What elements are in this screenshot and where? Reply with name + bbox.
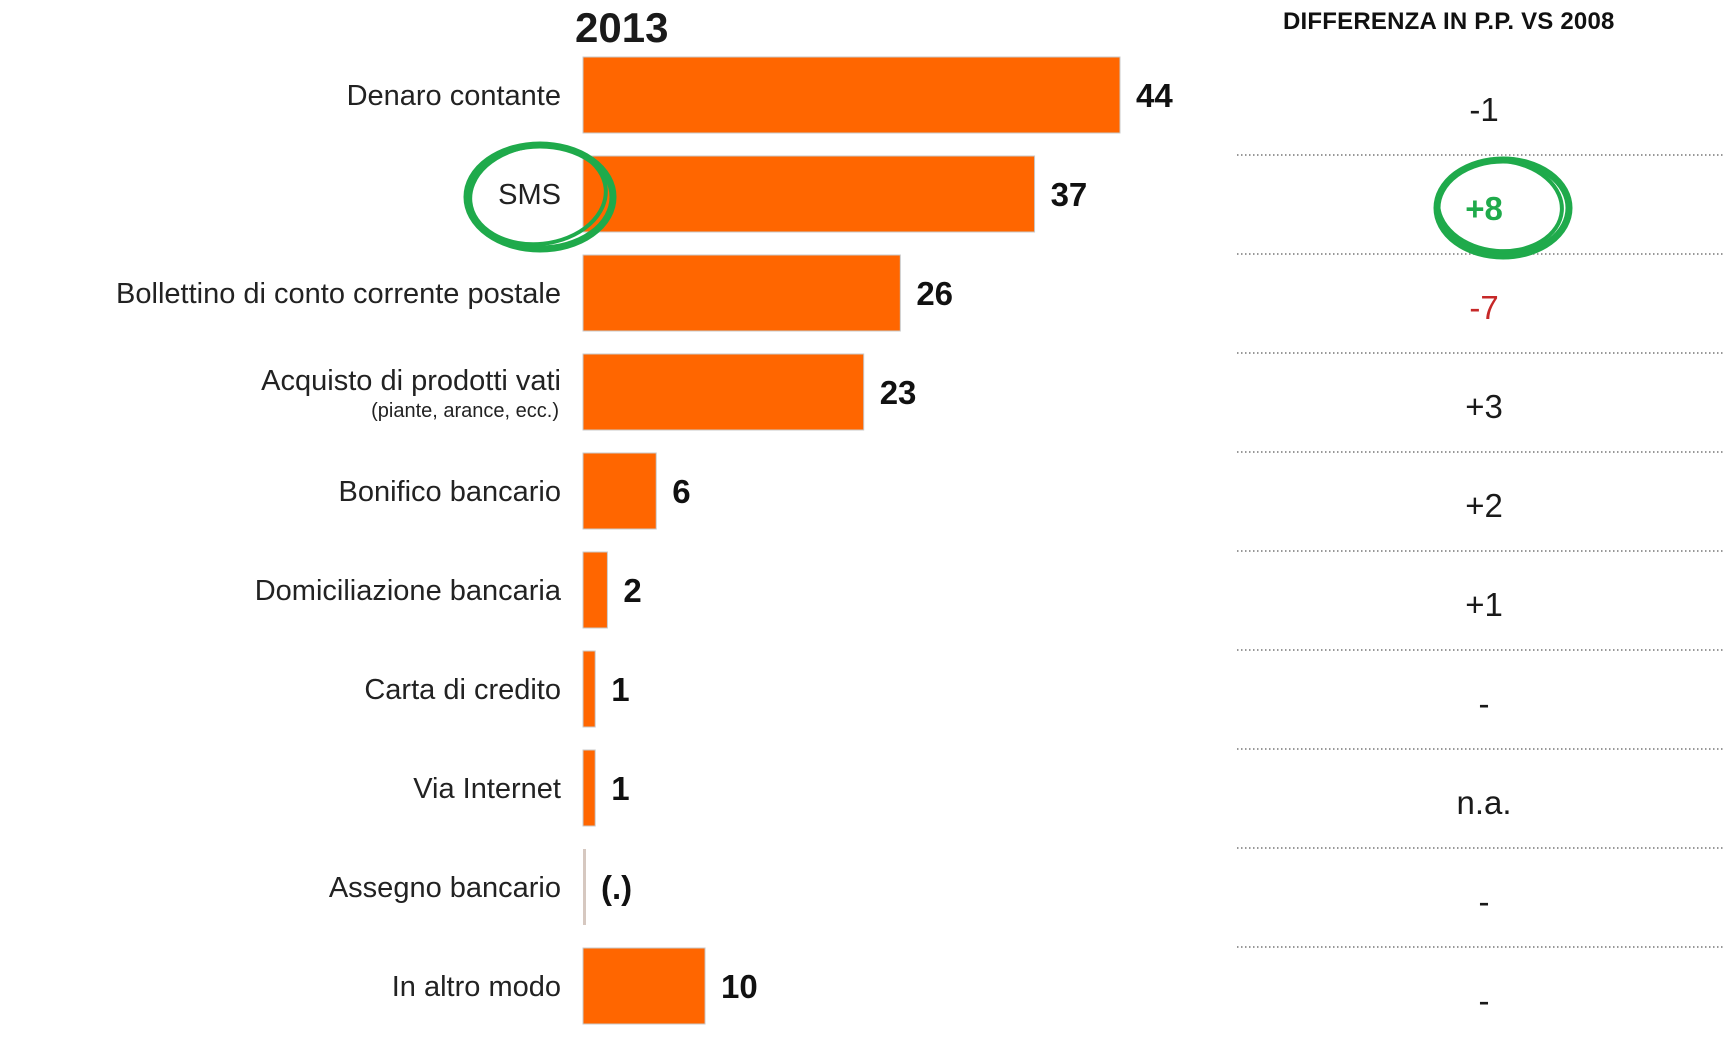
difference-value: - <box>1479 685 1490 722</box>
bar <box>582 650 596 728</box>
highlight-circle-stroke <box>468 143 608 247</box>
value-label: 26 <box>916 275 953 312</box>
category-label: Bollettino di conto corrente postale <box>116 278 561 310</box>
highlight-circle-diff <box>1433 156 1573 260</box>
category-sublabel: (piante, arance, ecc.) <box>371 400 559 422</box>
difference-value: +2 <box>1465 487 1503 524</box>
difference-value: +3 <box>1465 388 1503 425</box>
difference-value: -1 <box>1469 91 1498 128</box>
bar <box>582 551 608 629</box>
difference-value: - <box>1479 883 1490 920</box>
bar <box>583 849 586 925</box>
category-label: Bonifico bancario <box>339 476 561 508</box>
difference-value: +1 <box>1465 586 1503 623</box>
category-label: Denaro contante <box>347 80 561 112</box>
difference-value: - <box>1479 982 1490 1019</box>
highlight-circle-diff-stroke <box>1436 158 1564 254</box>
value-label: (.) <box>601 869 632 906</box>
bar <box>582 56 1121 134</box>
category-label: Via Internet <box>413 773 561 805</box>
bar <box>582 749 596 827</box>
difference-value: n.a. <box>1456 784 1511 821</box>
value-label: 6 <box>672 473 690 510</box>
category-label: In altro modo <box>392 971 561 1003</box>
category-label: Assegno bancario <box>329 872 561 904</box>
bar <box>582 155 1036 233</box>
difference-value: +8 <box>1465 190 1503 227</box>
bar <box>582 353 865 431</box>
bar <box>582 254 901 332</box>
category-label: SMS <box>498 179 561 211</box>
bar <box>582 452 657 530</box>
value-label: 10 <box>721 968 758 1005</box>
value-label: 1 <box>611 671 629 708</box>
value-label: 1 <box>611 770 629 807</box>
value-label: 44 <box>1136 77 1173 114</box>
bar <box>582 947 706 1025</box>
difference-column-title: DIFFERENZA IN P.P. VS 2008 <box>1283 8 1615 35</box>
category-label: Domiciliazione bancaria <box>255 575 562 607</box>
value-label: 23 <box>880 374 917 411</box>
value-label: 2 <box>623 572 641 609</box>
chart-title: 2013 <box>575 4 669 51</box>
category-label: Carta di credito <box>364 674 561 706</box>
category-label: Acquisto di prodotti vati <box>261 365 561 397</box>
value-label: 37 <box>1051 176 1088 213</box>
difference-value: -7 <box>1469 289 1498 326</box>
